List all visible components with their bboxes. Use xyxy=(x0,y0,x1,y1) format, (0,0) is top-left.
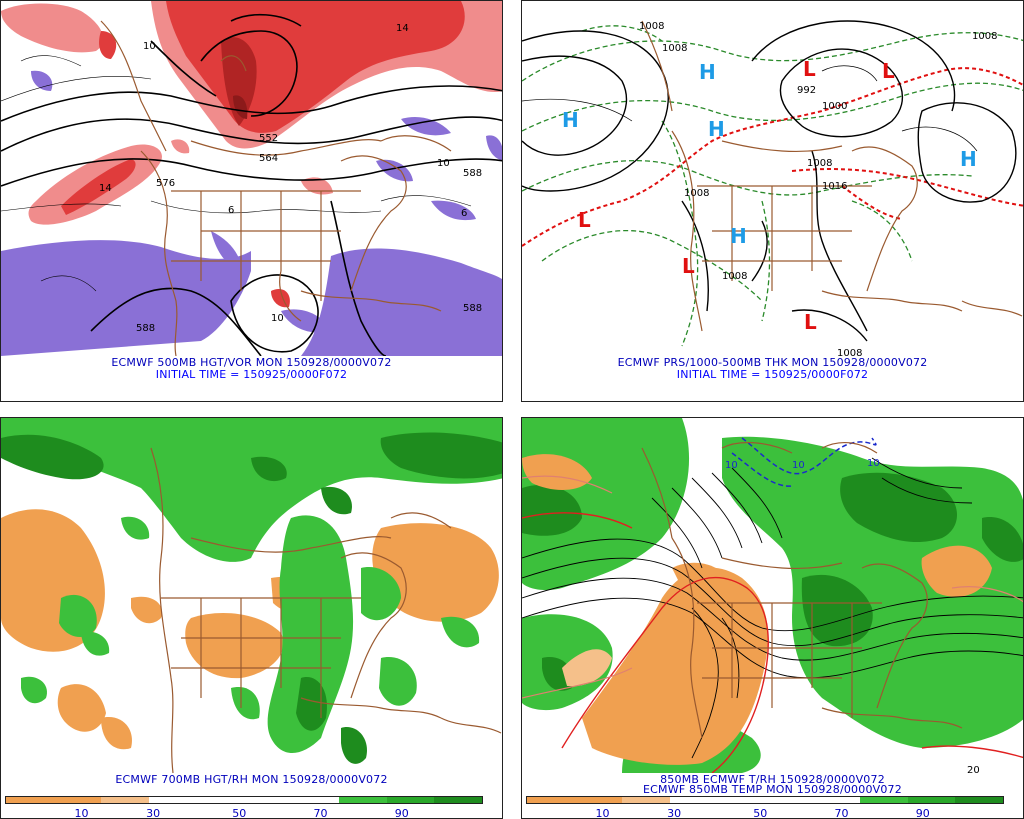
contour-label: 588 xyxy=(463,168,482,179)
high-pressure-center: H xyxy=(699,60,716,84)
caption-line2: INITIAL TIME = 150925/0000F072 xyxy=(155,368,348,381)
low-pressure-center: L xyxy=(803,57,816,81)
contour-label: 10 xyxy=(437,158,450,169)
contour-label: 10 xyxy=(271,313,284,324)
rh-colorbar xyxy=(5,796,483,804)
low-pressure-center: L xyxy=(804,310,817,334)
low-pressure-center: L xyxy=(578,208,591,232)
colorbar-tick: 30 xyxy=(146,807,161,819)
high-pressure-center: H xyxy=(960,147,977,171)
colorbar-ticks: 10 30 50 70 90 xyxy=(5,807,483,819)
colorbar-tick: 10 xyxy=(74,807,89,819)
colorbar-tick: 70 xyxy=(834,807,849,819)
colorbar-tick: 90 xyxy=(394,807,409,819)
trh850-map: 10 10 20 10 xyxy=(522,418,1023,773)
colorbar-tick: 30 xyxy=(667,807,682,819)
vorticity-map: 10 14 552 564 576 588 588 588 6 6 10 10 … xyxy=(1,1,502,356)
contour-label: 588 xyxy=(463,303,482,314)
caption: ECMWF 700MB HGT/RH MON 150928/0000V072 xyxy=(115,773,388,786)
isobar-label: 1008 xyxy=(972,31,997,42)
panel-500mb-hgt-vort: 10 14 552 564 576 588 588 588 6 6 10 10 … xyxy=(0,0,503,402)
caption-line2: INITIAL TIME = 150925/0000F072 xyxy=(676,368,869,381)
contour-label: 10 xyxy=(143,41,156,52)
caption-line1: ECMWF 500MB HGT/VOR MON 150928/0000V072 xyxy=(111,356,392,369)
contour-label: 552 xyxy=(259,133,278,144)
high-pressure-center: H xyxy=(708,117,725,141)
colorbar-tick: 10 xyxy=(595,807,610,819)
contour-label: 576 xyxy=(156,178,175,189)
isobar-label: 992 xyxy=(797,85,816,96)
colorbar-tick: 90 xyxy=(915,807,930,819)
colorbar-tick: 70 xyxy=(313,807,328,819)
panel-700mb-rh: ECMWF 700MB HGT/RH MON 150928/0000V072 1… xyxy=(0,417,503,819)
low-pressure-center: L xyxy=(882,59,895,83)
panel-850mb-trh: 10 10 20 10 850MB ECMWF T/RH 150928/0000… xyxy=(521,417,1024,819)
isobar-label: 1008 xyxy=(639,21,664,32)
isobar-label: 1000 xyxy=(822,101,847,112)
isobar-label: 1008 xyxy=(807,158,832,169)
low-pressure-center: L xyxy=(682,254,695,278)
caption-line2: ECMWF 850MB TEMP MON 150928/0000V072 xyxy=(643,783,902,796)
contour-label: 10 xyxy=(792,460,805,471)
colorbar-tick: 50 xyxy=(753,807,768,819)
contour-label: 14 xyxy=(396,23,409,34)
contour-label: 6 xyxy=(228,205,234,216)
isobar-label: 1008 xyxy=(837,348,862,356)
colorbar-ticks: 10 30 50 70 90 xyxy=(526,807,1004,819)
isobar-label: 1016 xyxy=(822,181,847,192)
isobar-label: 1008 xyxy=(684,188,709,199)
high-pressure-center: H xyxy=(562,108,579,132)
contour-label: 564 xyxy=(259,153,278,164)
rh700-map xyxy=(1,418,502,773)
contour-label: 588 xyxy=(136,323,155,334)
contour-label: 20 xyxy=(967,765,980,773)
contour-label: 10 xyxy=(867,458,880,469)
caption-line1: 850MB ECMWF T/RH 150928/0000V072 xyxy=(660,773,885,786)
colorbar-tick: 50 xyxy=(232,807,247,819)
contour-label: 10 xyxy=(725,460,738,471)
contour-label: 14 xyxy=(99,183,112,194)
caption-line1: ECMWF PRS/1000-500MB THK MON 150928/0000… xyxy=(617,356,928,369)
isobar-label: 1008 xyxy=(722,271,747,282)
panel-prs-thickness: 1008 1008 992 1000 1008 1016 1008 1008 1… xyxy=(521,0,1024,402)
contour-label: 6 xyxy=(461,208,467,219)
isobar-label: 1008 xyxy=(662,43,687,54)
high-pressure-center: H xyxy=(730,224,747,248)
rh-colorbar xyxy=(526,796,1004,804)
pressure-map: 1008 1008 992 1000 1008 1016 1008 1008 1… xyxy=(522,1,1023,356)
